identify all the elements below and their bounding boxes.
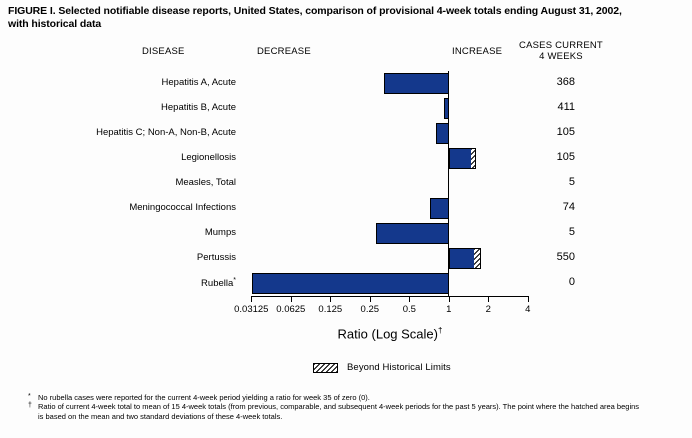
cases-current-value: 105 <box>556 126 575 138</box>
disease-label-text: Hepatitis B, Acute <box>161 102 236 113</box>
disease-label: Measles, Total <box>30 177 236 188</box>
disease-label-footnote-marker: * <box>233 277 236 284</box>
footnote-ratio-text-line2: is based on the mean and two standard de… <box>38 411 283 421</box>
ratio-bar <box>436 122 449 144</box>
disease-label-text: Pertussis <box>196 252 236 263</box>
axis-tick-label: 0.25 <box>360 304 380 315</box>
axis-tick <box>527 296 529 302</box>
disease-label: Hepatitis C; Non-A, Non-B, Acute <box>30 127 236 138</box>
cases-current-value: 74 <box>562 201 575 213</box>
cases-current-value: 5 <box>568 176 575 188</box>
x-axis-line <box>251 296 529 297</box>
column-header-cases: CASES CURRENT 4 WEEKS <box>505 40 617 62</box>
footnote-ratio-text-line1: Ratio of current 4-week total to mean of… <box>38 402 640 412</box>
figure-title-line1: FIGURE I. Selected notifiable disease re… <box>8 5 622 17</box>
axis-tick-label: 1 <box>446 304 452 315</box>
disease-label-text: Hepatitis C; Non-A, Non-B, Acute <box>96 127 236 138</box>
baseline-ratio-1 <box>448 71 449 296</box>
cases-current-value: 550 <box>556 251 575 263</box>
axis-tick-label: 4 <box>525 304 531 315</box>
cases-current-value: 0 <box>568 276 575 288</box>
legend-label: Beyond Historical Limits <box>347 362 451 373</box>
axis-tick <box>409 296 411 302</box>
disease-label-text: Meningococcal Infections <box>129 202 236 213</box>
ratio-bar <box>448 247 481 269</box>
column-header-disease: DISEASE <box>142 46 185 57</box>
cases-current-value: 105 <box>556 151 575 163</box>
axis-tick-label: 0.125 <box>318 304 343 315</box>
column-header-cases-line1: CASES CURRENT <box>519 40 603 51</box>
footnotes: * No rubella cases were reported for the… <box>28 393 639 421</box>
axis-tick <box>330 296 332 302</box>
footnote-marker-dagger: † <box>28 402 32 410</box>
x-axis-title-dagger: † <box>438 326 443 335</box>
disease-label-text: Hepatitis A, Acute <box>161 77 236 88</box>
beyond-limit-hatch <box>470 148 475 168</box>
ratio-bar <box>376 222 449 244</box>
axis-tick <box>369 296 371 302</box>
disease-label-text: Measles, Total <box>175 177 236 188</box>
disease-label-text: Legionellosis <box>181 152 236 163</box>
cases-current-value: 5 <box>568 226 575 238</box>
column-header-cases-line2: 4 WEEKS <box>539 51 583 62</box>
footnote-marker-asterisk: * <box>28 393 31 400</box>
column-header-increase: INCREASE <box>452 46 503 57</box>
axis-tick-label: 2 <box>485 304 491 315</box>
ratio-bar <box>448 147 476 169</box>
disease-label: Legionellosis <box>30 152 236 163</box>
axis-tick-label: 0.03125 <box>234 304 269 315</box>
figure-title: FIGURE I. Selected notifiable disease re… <box>8 5 622 31</box>
legend: Beyond Historical Limits <box>313 362 451 373</box>
footnote-rubella-text: No rubella cases were reported for the c… <box>38 393 370 402</box>
disease-label: Pertussis <box>30 252 236 263</box>
axis-tick-label: 0.0625 <box>276 304 306 315</box>
hatch-swatch <box>313 362 338 373</box>
ratio-bar <box>430 197 449 219</box>
disease-label-text: Rubella <box>201 278 234 290</box>
axis-tick <box>488 296 490 302</box>
disease-label: Hepatitis B, Acute <box>30 102 236 113</box>
axis-tick <box>448 296 450 302</box>
column-header-decrease: DECREASE <box>257 46 311 57</box>
axis-tick <box>251 296 253 302</box>
disease-label-text: Mumps <box>204 227 236 238</box>
figure-title-line2: with historical data <box>8 18 102 30</box>
disease-label: Rubella* <box>30 277 236 289</box>
ratio-bar <box>251 272 449 294</box>
axis-tick-label: 0.5 <box>402 304 416 315</box>
disease-label: Mumps <box>30 227 236 238</box>
cases-current-value: 368 <box>556 76 575 88</box>
ratio-bar <box>383 72 449 94</box>
footnote-ratio: † Ratio of current 4-week total to mean … <box>28 402 639 421</box>
disease-label: Meningococcal Infections <box>30 202 236 213</box>
ratio-bar <box>444 97 449 119</box>
cases-current-value: 411 <box>557 101 575 113</box>
x-axis-title-text: Ratio (Log Scale) <box>337 326 438 342</box>
axis-tick <box>290 296 292 302</box>
disease-label: Hepatitis A, Acute <box>30 77 236 88</box>
x-axis-title: Ratio (Log Scale)† <box>290 326 490 341</box>
beyond-limit-hatch <box>473 248 480 268</box>
footnote-rubella: * No rubella cases were reported for the… <box>28 393 639 402</box>
